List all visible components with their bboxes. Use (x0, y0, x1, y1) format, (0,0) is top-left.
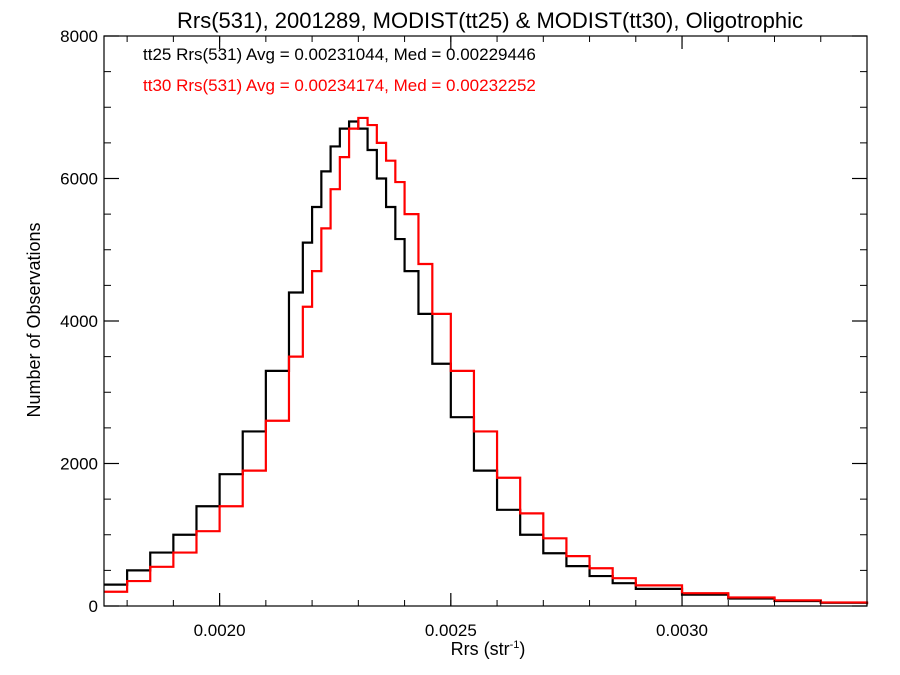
x-axis-label-superscript: -1 (510, 639, 520, 651)
x-axis-label: Rrs (str-1) (451, 639, 526, 659)
y-tick-label: 0 (89, 597, 98, 616)
series-tt25-line (104, 120, 869, 605)
annotation-tt30: tt30 Rrs(531) Avg = 0.00234174, Med = 0.… (143, 76, 536, 95)
x-tick-label: 0.0030 (656, 621, 708, 640)
y-axis-label: Number of Observations (24, 222, 44, 417)
x-axis-label-close: ) (519, 639, 525, 659)
y-tick-label: 2000 (60, 455, 98, 474)
axes: 0.0020 0.0025 0.0030 0 2000 4000 6000 8000 (60, 27, 868, 640)
y-tick-label: 6000 (60, 170, 98, 189)
y-tick-label: 8000 (60, 27, 98, 46)
chart-title: Rrs(531), 2001289, MODIST(tt25) & MODIST… (177, 8, 803, 33)
series-tt30-line (104, 116, 869, 604)
plot-frame (103, 35, 868, 607)
x-tick-label: 0.0025 (425, 621, 477, 640)
annotation-tt25: tt25 Rrs(531) Avg = 0.00231044, Med = 0.… (143, 45, 536, 64)
plot-area (104, 116, 869, 605)
y-tick-label: 4000 (60, 312, 98, 331)
x-axis-label-base: Rrs (str (451, 639, 510, 659)
x-tick-label: 0.0020 (194, 621, 246, 640)
